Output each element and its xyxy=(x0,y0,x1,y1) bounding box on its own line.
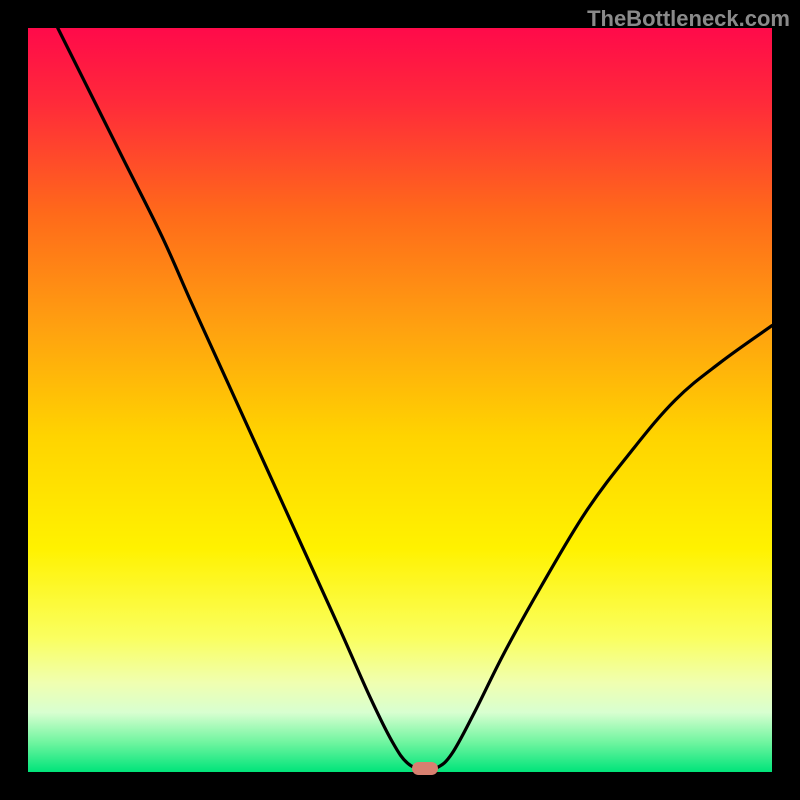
gradient-background xyxy=(28,28,772,772)
chart-container: { "meta": { "watermark_text": "TheBottle… xyxy=(0,0,800,800)
optimal-point-marker xyxy=(412,762,438,775)
watermark-text: TheBottleneck.com xyxy=(587,6,790,32)
